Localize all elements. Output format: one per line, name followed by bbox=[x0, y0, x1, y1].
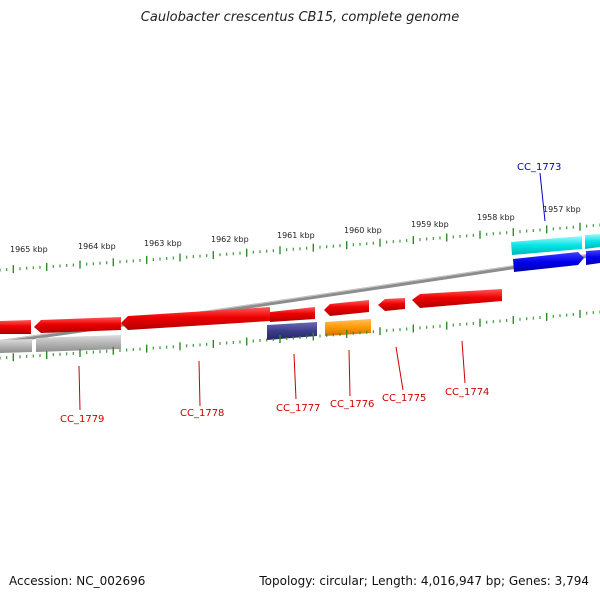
gene-cc-1773-top[interactable] bbox=[511, 236, 582, 255]
gene-cc-1773-cds-ext[interactable] bbox=[586, 250, 600, 265]
gene-label-cc-1779[interactable]: CC_1779 bbox=[60, 414, 104, 425]
tick-label-1965: 1965 kbp bbox=[10, 245, 48, 254]
map-title: Caulobacter crescentus CB15, complete ge… bbox=[140, 10, 460, 25]
gene-labels: CC_1773 CC_1774 CC_1775 CC_1776 CC_1777 … bbox=[60, 162, 561, 425]
scale-ticks bbox=[0, 222, 600, 362]
gene-cc-1779[interactable] bbox=[34, 317, 121, 333]
accession-text: Accession: NC_002696 bbox=[9, 574, 146, 588]
tick-label-1961: 1961 kbp bbox=[277, 231, 315, 240]
gene-cc-1777-cds[interactable] bbox=[267, 322, 317, 340]
tick-label-1963: 1963 kbp bbox=[144, 239, 182, 248]
gene-label-cc-1778[interactable]: CC_1778 bbox=[180, 408, 224, 419]
tick-label-1960: 1960 kbp bbox=[344, 226, 382, 235]
leader-cc-1774 bbox=[461, 340, 466, 384]
gene-cc-1777[interactable] bbox=[270, 307, 315, 322]
leader-cc-1776 bbox=[348, 349, 351, 397]
gene-cc-1779-cds[interactable] bbox=[36, 335, 121, 352]
gene-cc-1774[interactable] bbox=[412, 289, 502, 308]
tick-label-1964: 1964 kbp bbox=[78, 242, 116, 251]
gene-label-cc-1774[interactable]: CC_1774 bbox=[445, 387, 489, 398]
gene-cc-1780-partial[interactable] bbox=[0, 320, 31, 334]
gene-cc-1773-top-ext[interactable] bbox=[585, 234, 600, 249]
gene-label-cc-1775[interactable]: CC_1775 bbox=[382, 393, 426, 404]
leader-cc-1775 bbox=[395, 346, 404, 391]
leader-cc-1777 bbox=[293, 353, 297, 400]
gene-label-cc-1773[interactable]: CC_1773 bbox=[517, 162, 561, 173]
gene-cc-1776[interactable] bbox=[324, 300, 369, 316]
gene-label-leaders bbox=[78, 172, 546, 411]
leader-cc-1773 bbox=[539, 172, 546, 222]
genome-summary-text: Topology: circular; Length: 4,016,947 bp… bbox=[259, 574, 589, 588]
leader-cc-1779 bbox=[78, 365, 81, 411]
gene-cc-1776-cds[interactable] bbox=[325, 319, 371, 336]
gene-cc-1773-cds[interactable] bbox=[513, 252, 584, 272]
tick-label-1959: 1959 kbp bbox=[411, 220, 449, 229]
tick-label-1962: 1962 kbp bbox=[211, 235, 249, 244]
tick-label-1957: 1957 kbp bbox=[543, 205, 581, 214]
gene-label-cc-1777[interactable]: CC_1777 bbox=[276, 403, 320, 414]
tick-label-1958: 1958 kbp bbox=[477, 213, 515, 222]
gene-label-cc-1776[interactable]: CC_1776 bbox=[330, 399, 374, 410]
gene-cc-1780-cds-partial[interactable] bbox=[0, 339, 32, 353]
gene-cc-1775[interactable] bbox=[378, 298, 405, 311]
scale-tick-labels: 1957 kbp 1958 kbp 1959 kbp 1960 kbp 1961… bbox=[10, 205, 581, 254]
gene-cc-1778[interactable] bbox=[121, 307, 270, 330]
leader-cc-1778 bbox=[198, 360, 201, 407]
